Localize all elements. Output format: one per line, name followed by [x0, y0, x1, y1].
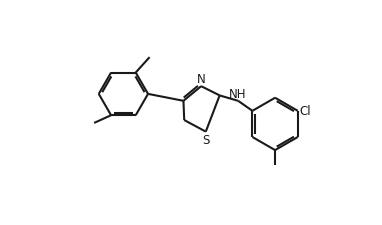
Text: N: N [197, 72, 206, 85]
Text: Cl: Cl [299, 105, 311, 118]
Text: NH: NH [229, 88, 247, 101]
Text: S: S [202, 134, 209, 146]
